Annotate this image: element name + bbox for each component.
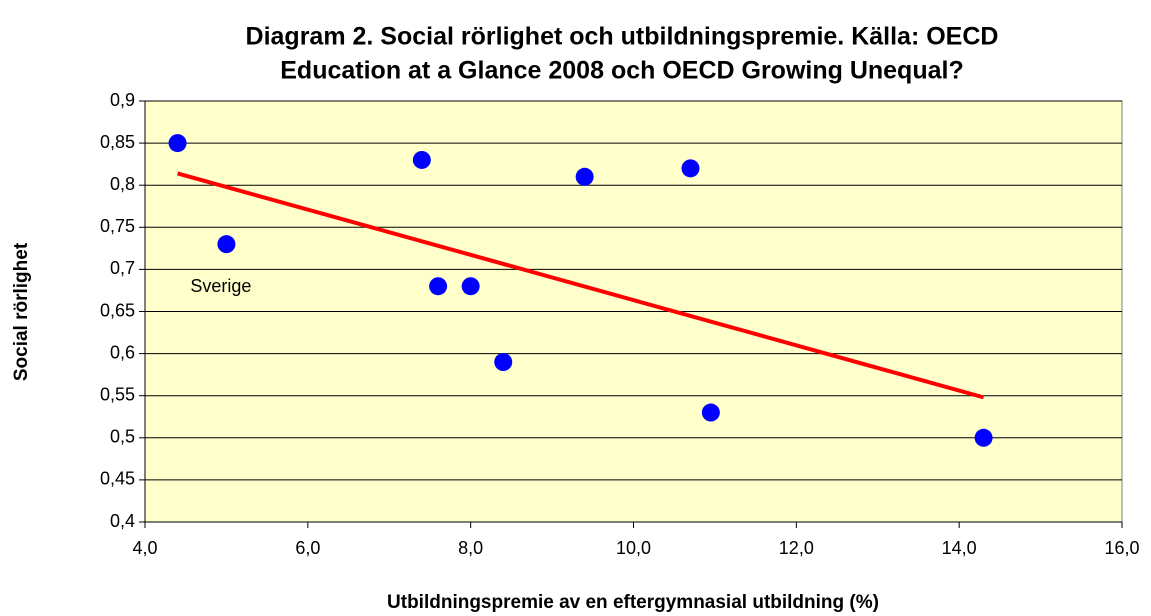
trend-line (177, 171, 985, 400)
scatter-point (681, 159, 700, 178)
x-axis-label: Utbildningspremie av en eftergymnasial u… (387, 592, 879, 613)
y-axis-label: Social rörlighet (11, 242, 32, 381)
y-tick-label: 0,7 (110, 258, 135, 278)
chart-title: Diagram 2. Social rörlighet och utbildni… (246, 23, 999, 51)
y-tick-label: 0,55 (100, 384, 135, 404)
scatter-point (168, 134, 187, 153)
scatter-point (412, 150, 431, 169)
scatter-point (429, 277, 448, 296)
x-tick-label: 10,0 (616, 538, 651, 558)
x-tick-label: 4,0 (132, 538, 157, 558)
scatter-point (494, 353, 513, 372)
y-tick-label: 0,8 (110, 174, 135, 194)
x-tick-label: 8,0 (458, 538, 483, 558)
scatter-point (701, 403, 720, 422)
y-tick-label: 0,65 (100, 300, 135, 320)
y-tick-label: 0,85 (100, 132, 135, 152)
x-tick-label: 12,0 (779, 538, 814, 558)
y-tick-label: 0,45 (100, 469, 135, 489)
y-tick-label: 0,4 (110, 511, 135, 531)
x-tick-label: 16,0 (1104, 538, 1139, 558)
annotation: Sverige (190, 276, 251, 296)
y-tick-label: 0,75 (100, 216, 135, 236)
y-tick-label: 0,6 (110, 342, 135, 362)
scatter-point (461, 277, 480, 296)
y-tick-label: 0,9 (110, 90, 135, 110)
x-tick-label: 6,0 (295, 538, 320, 558)
x-tick-label: 14,0 (942, 538, 977, 558)
chart-title: Education at a Glance 2008 och OECD Grow… (280, 57, 963, 85)
scatter-point (974, 428, 993, 447)
scatter-point (217, 235, 236, 254)
scatter-point (575, 167, 594, 186)
y-tick-label: 0,5 (110, 427, 135, 447)
